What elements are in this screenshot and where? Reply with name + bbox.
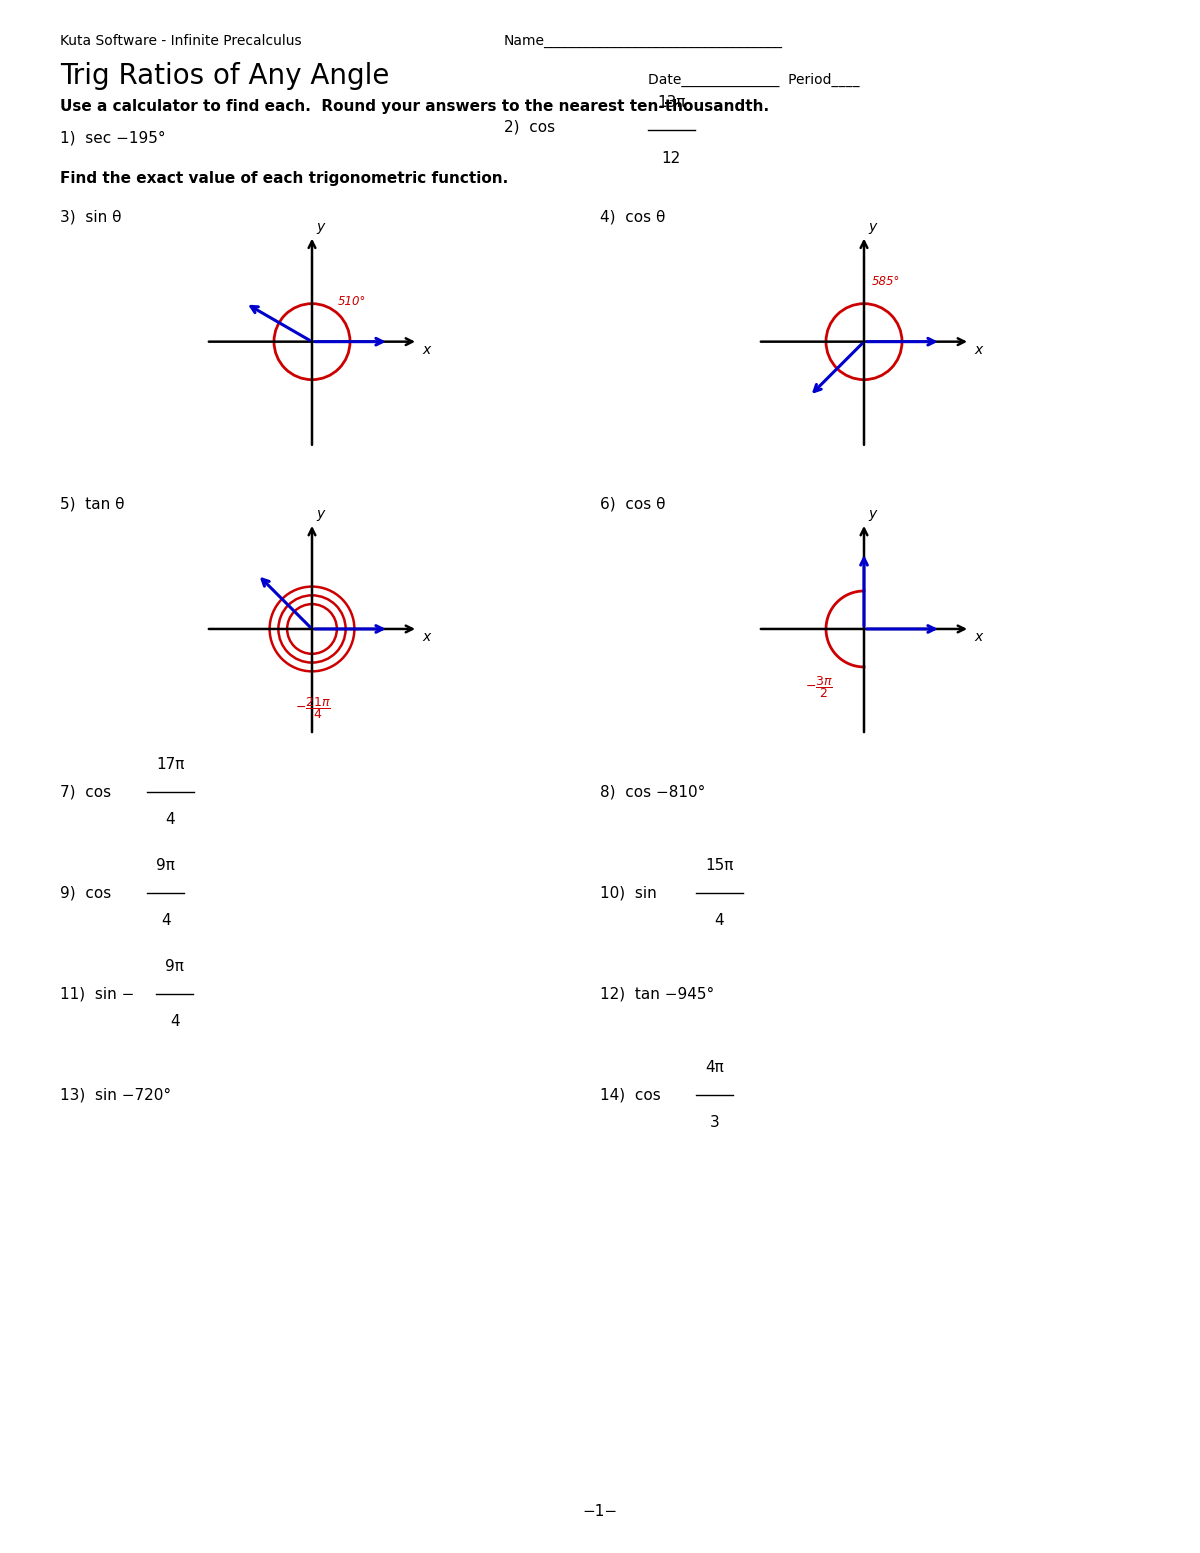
Text: Use a calculator to find each.  Round your answers to the nearest ten-thousandth: Use a calculator to find each. Round you… [60,99,769,115]
Text: Find the exact value of each trigonometric function.: Find the exact value of each trigonometr… [60,171,509,186]
Text: Date______________  Period____: Date______________ Period____ [648,73,859,87]
Text: 510°: 510° [337,295,366,307]
Text: y: y [317,219,325,233]
Text: 11)  sin −: 11) sin − [60,986,134,1002]
Text: 6)  cos θ: 6) cos θ [600,497,666,512]
Text: y: y [317,506,325,520]
Text: Kuta Software - Infinite Precalculus: Kuta Software - Infinite Precalculus [60,34,301,48]
Text: 4: 4 [170,1014,180,1030]
Text: 9)  cos: 9) cos [60,885,121,901]
Text: 17π: 17π [156,756,185,772]
Text: 8)  cos −810°: 8) cos −810° [600,784,706,800]
Text: $-\dfrac{21\pi}{4}$: $-\dfrac{21\pi}{4}$ [295,694,331,721]
Text: x: x [974,631,983,644]
Text: 4: 4 [714,913,724,929]
Text: x: x [974,343,983,357]
Text: 10)  sin: 10) sin [600,885,666,901]
Text: $-\dfrac{3\pi}{2}$: $-\dfrac{3\pi}{2}$ [805,674,833,700]
Text: 4: 4 [166,812,175,828]
Text: y: y [869,219,877,233]
Text: 3)  sin θ: 3) sin θ [60,210,121,225]
Text: 7)  cos: 7) cos [60,784,121,800]
Text: 1)  sec −195°: 1) sec −195° [60,130,166,146]
Text: Name__________________________________: Name__________________________________ [504,34,784,48]
Text: 5)  tan θ: 5) tan θ [60,497,125,512]
Text: 4π: 4π [706,1059,724,1075]
Text: x: x [422,343,431,357]
Text: 3: 3 [710,1115,720,1131]
Text: 12: 12 [661,151,680,166]
Text: 9π: 9π [156,857,175,873]
Text: 2)  cos: 2) cos [504,120,556,135]
Text: 13)  sin −720°: 13) sin −720° [60,1087,172,1103]
Text: y: y [869,506,877,520]
Text: 585°: 585° [871,275,900,287]
Text: x: x [422,631,431,644]
Text: 12)  tan −945°: 12) tan −945° [600,986,714,1002]
Text: −1−: −1− [582,1503,618,1519]
Text: 9π: 9π [166,958,184,974]
Text: 13π: 13π [658,95,685,110]
Text: Trig Ratios of Any Angle: Trig Ratios of Any Angle [60,62,389,90]
Text: 4: 4 [161,913,170,929]
Text: 15π: 15π [706,857,733,873]
Text: 4)  cos θ: 4) cos θ [600,210,665,225]
Text: 14)  cos: 14) cos [600,1087,671,1103]
